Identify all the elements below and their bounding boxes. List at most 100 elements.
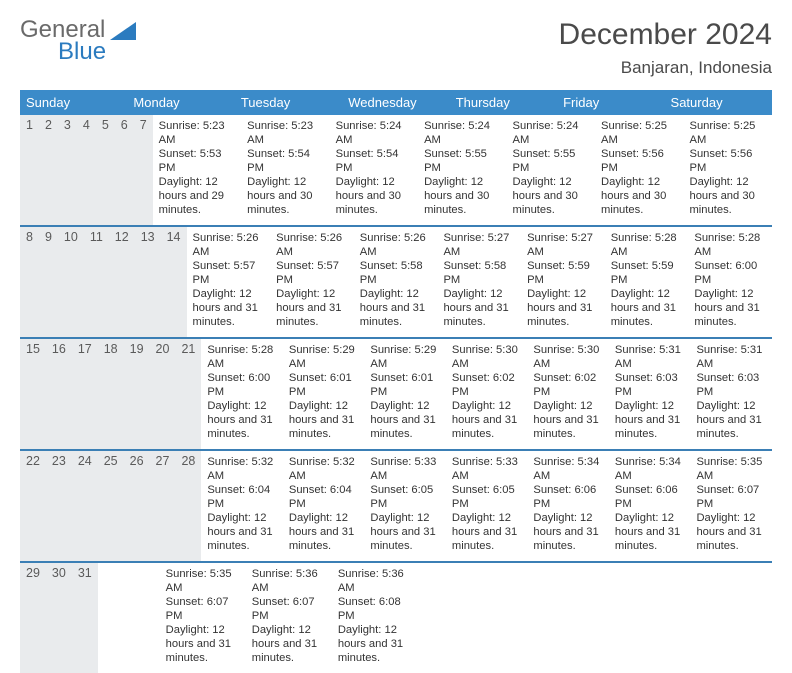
- sunset-text: Sunset: 5:54 PM: [336, 147, 412, 175]
- sunset-text: Sunset: 5:56 PM: [601, 147, 677, 175]
- header: General Blue December 2024 Banjaran, Ind…: [20, 18, 772, 78]
- weeks-container: 1234567Sunrise: 5:23 AMSunset: 5:53 PMDa…: [20, 115, 772, 673]
- daylight-text: Daylight: 12 hours and 31 minutes.: [527, 287, 599, 329]
- daylight-text: Daylight: 12 hours and 31 minutes.: [694, 287, 766, 329]
- week-row: 15161718192021Sunrise: 5:28 AMSunset: 6:…: [20, 339, 772, 451]
- sunrise-text: Sunrise: 5:24 AM: [513, 119, 589, 147]
- daylight-text: Daylight: 12 hours and 30 minutes.: [513, 175, 589, 217]
- sunrise-text: Sunrise: 5:34 AM: [615, 455, 685, 483]
- sunrise-text: Sunrise: 5:27 AM: [527, 231, 599, 259]
- day-number: 1: [20, 115, 39, 225]
- day-number: 4: [77, 115, 96, 225]
- sunrise-text: Sunrise: 5:29 AM: [370, 343, 440, 371]
- sunset-text: Sunset: 6:03 PM: [696, 371, 766, 399]
- sunrise-text: Sunrise: 5:24 AM: [336, 119, 412, 147]
- day-info: Sunrise: 5:25 AMSunset: 5:56 PMDaylight:…: [683, 115, 771, 225]
- daylight-text: Daylight: 12 hours and 31 minutes.: [289, 511, 359, 553]
- day-info: Sunrise: 5:31 AMSunset: 6:03 PMDaylight:…: [609, 339, 691, 449]
- sunset-text: Sunset: 5:55 PM: [513, 147, 589, 175]
- day-number: 7: [134, 115, 153, 225]
- sunrise-text: Sunrise: 5:26 AM: [276, 231, 348, 259]
- sunrise-text: Sunrise: 5:23 AM: [159, 119, 235, 147]
- weekday-header: Thursday: [450, 90, 557, 115]
- daylight-text: Daylight: 12 hours and 31 minutes.: [166, 623, 240, 665]
- day-number: 11: [84, 227, 109, 337]
- sunset-text: Sunset: 5:58 PM: [443, 259, 515, 287]
- sunset-text: Sunset: 6:01 PM: [289, 371, 359, 399]
- sunset-text: Sunset: 6:08 PM: [338, 595, 412, 623]
- month-title: December 2024: [559, 18, 772, 52]
- day-number: 5: [96, 115, 115, 225]
- week-row: 1234567Sunrise: 5:23 AMSunset: 5:53 PMDa…: [20, 115, 772, 227]
- info-row: Sunrise: 5:26 AMSunset: 5:57 PMDaylight:…: [187, 227, 772, 337]
- day-number: 9: [39, 227, 58, 337]
- sunrise-text: Sunrise: 5:34 AM: [533, 455, 603, 483]
- week-row: 293031 Sunrise: 5:35 AMSunset: 6:07 PMDa…: [20, 563, 772, 673]
- day-info: Sunrise: 5:35 AMSunset: 6:07 PMDaylight:…: [690, 451, 772, 561]
- daynum-row: 1234567: [20, 115, 153, 225]
- daylight-text: Daylight: 12 hours and 31 minutes.: [452, 399, 522, 441]
- calendar: SundayMondayTuesdayWednesdayThursdayFrid…: [20, 90, 772, 673]
- day-number: 18: [98, 339, 124, 449]
- daylight-text: Daylight: 12 hours and 30 minutes.: [689, 175, 765, 217]
- daynum-row: 293031: [20, 563, 160, 673]
- sunrise-text: Sunrise: 5:27 AM: [443, 231, 515, 259]
- week-row: 891011121314Sunrise: 5:26 AMSunset: 5:57…: [20, 227, 772, 339]
- sunrise-text: Sunrise: 5:25 AM: [689, 119, 765, 147]
- day-info: Sunrise: 5:30 AMSunset: 6:02 PMDaylight:…: [446, 339, 528, 449]
- sunset-text: Sunset: 6:06 PM: [533, 483, 603, 511]
- day-number: 16: [46, 339, 72, 449]
- daylight-text: Daylight: 12 hours and 31 minutes.: [615, 399, 685, 441]
- day-info: Sunrise: 5:36 AMSunset: 6:07 PMDaylight:…: [246, 563, 332, 673]
- weekday-header: Sunday: [20, 90, 127, 115]
- info-row: Sunrise: 5:32 AMSunset: 6:04 PMDaylight:…: [201, 451, 772, 561]
- sunrise-text: Sunrise: 5:28 AM: [207, 343, 277, 371]
- sunset-text: Sunset: 6:01 PM: [370, 371, 440, 399]
- daylight-text: Daylight: 12 hours and 31 minutes.: [360, 287, 432, 329]
- daylight-text: Daylight: 12 hours and 31 minutes.: [615, 511, 685, 553]
- day-number: 6: [115, 115, 134, 225]
- info-row: Sunrise: 5:35 AMSunset: 6:07 PMDaylight:…: [160, 563, 763, 673]
- sunrise-text: Sunrise: 5:32 AM: [289, 455, 359, 483]
- day-info: Sunrise: 5:31 AMSunset: 6:03 PMDaylight:…: [690, 339, 772, 449]
- day-number: 10: [58, 227, 84, 337]
- weekday-header: Friday: [557, 90, 664, 115]
- sunrise-text: Sunrise: 5:31 AM: [615, 343, 685, 371]
- day-info: Sunrise: 5:32 AMSunset: 6:04 PMDaylight:…: [201, 451, 283, 561]
- sunset-text: Sunset: 6:07 PM: [166, 595, 240, 623]
- sunset-text: Sunset: 5:56 PM: [689, 147, 765, 175]
- day-info: Sunrise: 5:27 AMSunset: 5:58 PMDaylight:…: [437, 227, 521, 337]
- day-number: 22: [20, 451, 46, 561]
- day-number: 8: [20, 227, 39, 337]
- sunrise-text: Sunrise: 5:23 AM: [247, 119, 323, 147]
- day-number: 29: [20, 563, 46, 673]
- day-info: Sunrise: 5:32 AMSunset: 6:04 PMDaylight:…: [283, 451, 365, 561]
- day-info: Sunrise: 5:28 AMSunset: 5:59 PMDaylight:…: [605, 227, 689, 337]
- day-info: Sunrise: 5:29 AMSunset: 6:01 PMDaylight:…: [364, 339, 446, 449]
- day-number: 17: [72, 339, 98, 449]
- daylight-text: Daylight: 12 hours and 31 minutes.: [533, 399, 603, 441]
- daynum-row: 22232425262728: [20, 451, 201, 561]
- daylight-text: Daylight: 12 hours and 31 minutes.: [252, 623, 326, 665]
- daylight-text: Daylight: 12 hours and 31 minutes.: [338, 623, 412, 665]
- sunset-text: Sunset: 6:00 PM: [694, 259, 766, 287]
- day-number: 27: [150, 451, 176, 561]
- sunset-text: Sunset: 6:07 PM: [252, 595, 326, 623]
- day-info: Sunrise: 5:24 AMSunset: 5:54 PMDaylight:…: [330, 115, 418, 225]
- daylight-text: Daylight: 12 hours and 31 minutes.: [452, 511, 522, 553]
- day-number: 31: [72, 563, 98, 673]
- day-info: Sunrise: 5:27 AMSunset: 5:59 PMDaylight:…: [521, 227, 605, 337]
- day-info: Sunrise: 5:34 AMSunset: 6:06 PMDaylight:…: [527, 451, 609, 561]
- sunset-text: Sunset: 6:03 PM: [615, 371, 685, 399]
- weekday-header: Tuesday: [235, 90, 342, 115]
- daylight-text: Daylight: 12 hours and 30 minutes.: [247, 175, 323, 217]
- sunset-text: Sunset: 6:06 PM: [615, 483, 685, 511]
- day-info: Sunrise: 5:23 AMSunset: 5:54 PMDaylight:…: [241, 115, 329, 225]
- title-block: December 2024 Banjaran, Indonesia: [559, 18, 772, 78]
- daylight-text: Daylight: 12 hours and 29 minutes.: [159, 175, 235, 217]
- info-row: Sunrise: 5:28 AMSunset: 6:00 PMDaylight:…: [201, 339, 772, 449]
- daylight-text: Daylight: 12 hours and 31 minutes.: [370, 511, 440, 553]
- sunrise-text: Sunrise: 5:30 AM: [452, 343, 522, 371]
- day-number: 13: [135, 227, 161, 337]
- weekday-header: Wednesday: [342, 90, 449, 115]
